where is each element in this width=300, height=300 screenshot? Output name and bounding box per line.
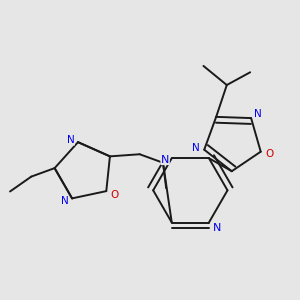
Text: O: O [111, 190, 119, 200]
Text: N: N [254, 109, 261, 119]
Text: N: N [213, 223, 222, 233]
Text: N: N [61, 196, 68, 206]
Text: O: O [265, 149, 273, 159]
Text: N: N [67, 135, 74, 145]
Text: N: N [161, 154, 169, 165]
Text: N: N [192, 142, 200, 153]
